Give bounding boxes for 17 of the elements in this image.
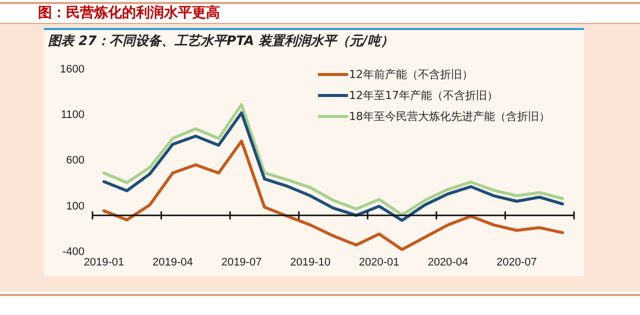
y-tick-label: -400 (62, 246, 84, 258)
x-tick-label: 2020-01 (358, 256, 400, 268)
y-tick-label: 1600 (60, 64, 84, 76)
legend-label: 18年至今民营大炼化先进产能（含折旧） (349, 109, 550, 124)
x-tick-label: 2019-07 (221, 256, 262, 268)
x-tick-label: 2019-01 (84, 256, 124, 268)
y-tick-label: 600 (66, 154, 84, 167)
chart-title: 图：民营炼化的利润水平更高 (38, 4, 220, 22)
x-tick-label: 2020-07 (496, 256, 537, 268)
x-tick-label: 2019-04 (152, 256, 193, 268)
x-tick-label: 2020-04 (428, 256, 468, 268)
y-tick-label: 1100 (60, 109, 84, 122)
y-tick-label: 100 (66, 200, 84, 212)
chart-subtitle: 图表 27：不同设备、工艺水平PTA 装置利润水平（元/吨） (48, 32, 394, 50)
legend-label: 12年至17年产能（不含折旧） (349, 88, 498, 103)
legend-label: 12年前产能（不含折旧） (349, 67, 473, 82)
x-tick-label: 2019-10 (290, 256, 330, 268)
